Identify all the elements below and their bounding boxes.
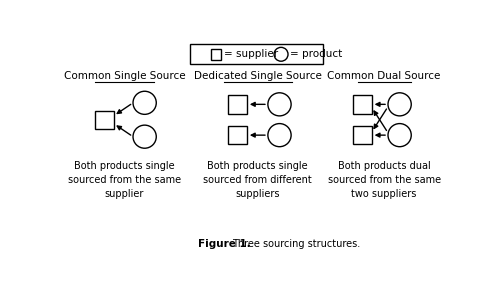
Text: = product: = product — [290, 49, 343, 59]
Text: Three sourcing structures.: Three sourcing structures. — [232, 239, 360, 249]
Text: Common Single Source: Common Single Source — [64, 71, 186, 81]
Text: = supplier: = supplier — [224, 49, 278, 59]
Text: Dedicated Single Source: Dedicated Single Source — [194, 71, 322, 81]
Ellipse shape — [388, 124, 411, 147]
Ellipse shape — [388, 93, 411, 116]
Text: Both products single
sourced from different
suppliers: Both products single sourced from differ… — [204, 161, 312, 199]
Bar — [228, 126, 247, 144]
Ellipse shape — [268, 93, 291, 116]
Bar — [210, 49, 222, 60]
Bar — [353, 95, 372, 114]
Ellipse shape — [133, 91, 156, 114]
Ellipse shape — [274, 47, 288, 61]
Ellipse shape — [268, 124, 291, 147]
Bar — [353, 126, 372, 144]
Text: Common Dual Source: Common Dual Source — [328, 71, 441, 81]
Ellipse shape — [133, 125, 156, 148]
Bar — [190, 44, 323, 64]
Bar — [95, 110, 114, 129]
Text: Figure 1.: Figure 1. — [198, 239, 251, 249]
Text: Both products single
sourced from the same
supplier: Both products single sourced from the sa… — [68, 161, 181, 199]
Text: Both products dual
sourced from the same
two suppliers: Both products dual sourced from the same… — [328, 161, 440, 199]
Bar — [228, 95, 247, 114]
